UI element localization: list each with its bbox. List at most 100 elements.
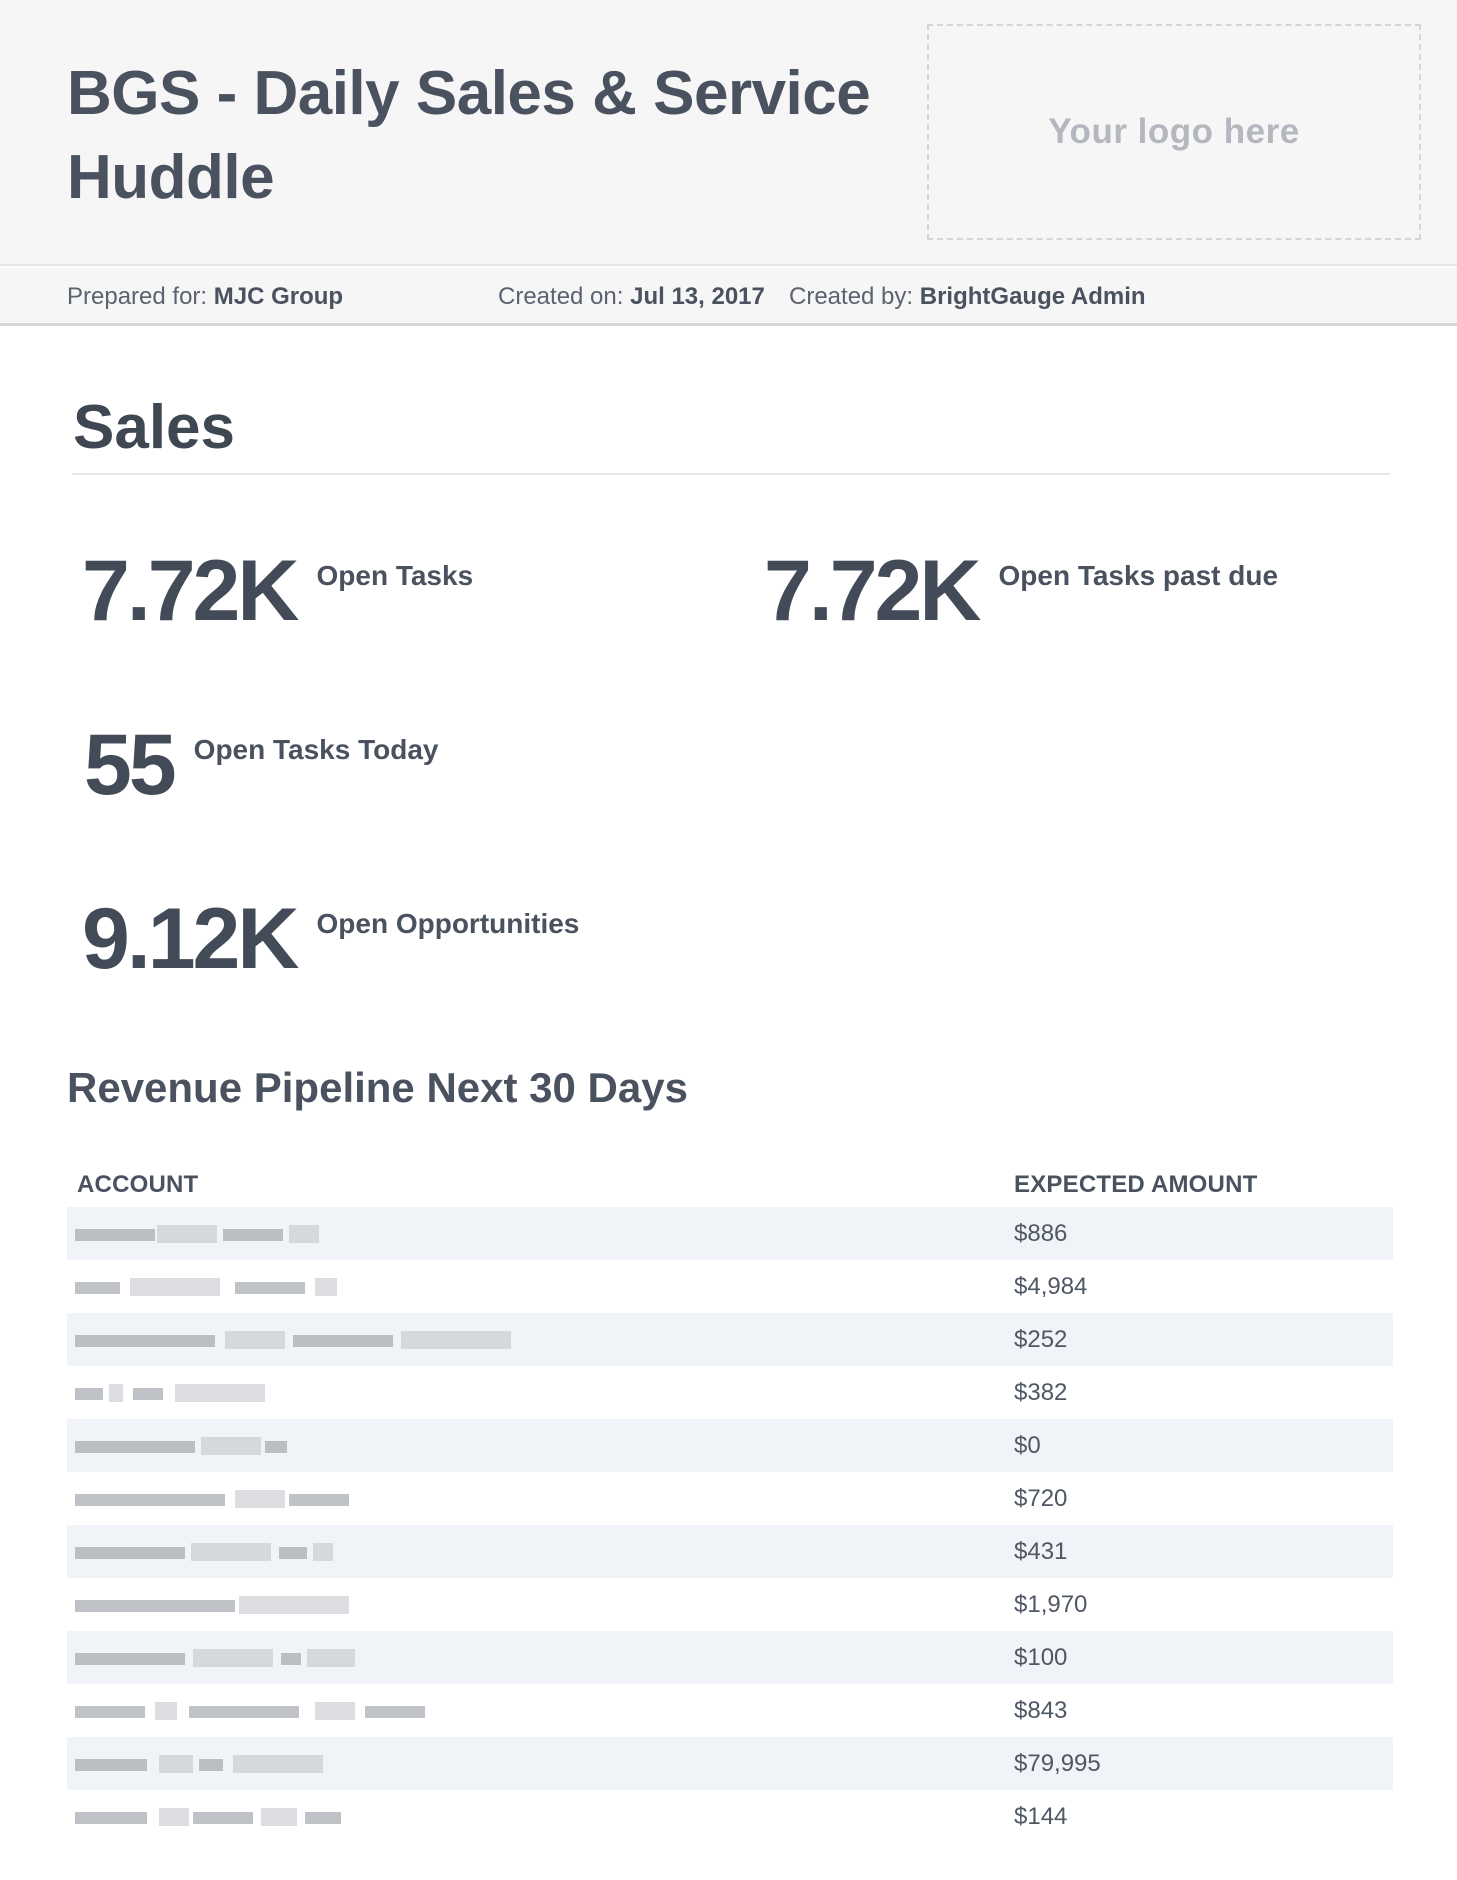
expected-amount-cell: $720 bbox=[1014, 1485, 1068, 1512]
metric-open-tasks: 7.72K Open Tasks bbox=[82, 548, 473, 634]
expected-amount-cell: $431 bbox=[1014, 1538, 1068, 1565]
account-cell-redacted bbox=[75, 1751, 635, 1777]
expected-amount-cell: $4,984 bbox=[1014, 1273, 1088, 1300]
account-cell-redacted bbox=[75, 1539, 635, 1565]
redaction-block bbox=[75, 1547, 185, 1559]
redaction-block bbox=[133, 1388, 163, 1400]
account-cell-redacted bbox=[75, 1433, 635, 1459]
report-title: BGS - Daily Sales & Service Huddle bbox=[67, 59, 871, 212]
section-divider bbox=[72, 473, 1390, 475]
metric-label: Open Tasks past due bbox=[998, 560, 1279, 591]
expected-amount-cell: $382 bbox=[1014, 1379, 1068, 1406]
table-row: $720 bbox=[67, 1472, 1393, 1525]
expected-amount-cell: $843 bbox=[1014, 1697, 1068, 1724]
expected-amount-cell: $1,970 bbox=[1014, 1591, 1088, 1618]
redaction-block bbox=[223, 1229, 283, 1241]
table-row: $79,995 bbox=[67, 1737, 1393, 1790]
account-cell-redacted bbox=[75, 1804, 635, 1830]
expected-amount-cell: $100 bbox=[1014, 1644, 1068, 1671]
redaction-block bbox=[75, 1812, 147, 1824]
redaction-block bbox=[235, 1490, 285, 1508]
metric-value: 9.12K bbox=[82, 891, 299, 987]
created-by-value: BrightGauge Admin bbox=[919, 283, 1146, 310]
redaction-block bbox=[75, 1441, 195, 1453]
account-cell-redacted bbox=[75, 1221, 635, 1247]
redaction-block bbox=[401, 1331, 511, 1349]
redaction-block bbox=[193, 1812, 253, 1824]
redaction-block bbox=[365, 1706, 425, 1718]
created-by: Created by: BrightGauge Admin bbox=[789, 282, 1146, 312]
expected-amount-cell: $252 bbox=[1014, 1326, 1068, 1353]
pipeline-table: ACCOUNT EXPECTED AMOUNT $886 $4,984 $252 $3… bbox=[67, 1163, 1393, 1843]
redaction-block bbox=[175, 1384, 265, 1402]
redaction-block bbox=[75, 1335, 215, 1347]
column-header-account[interactable]: ACCOUNT bbox=[77, 1171, 199, 1198]
account-cell-redacted bbox=[75, 1486, 635, 1512]
report-header: BGS - Daily Sales & Service Huddle Your … bbox=[0, 0, 1457, 266]
account-cell-redacted bbox=[75, 1698, 635, 1724]
redaction-block bbox=[305, 1812, 341, 1824]
redaction-block bbox=[261, 1808, 297, 1826]
account-cell-redacted bbox=[75, 1645, 635, 1671]
redaction-block bbox=[75, 1494, 225, 1506]
expected-amount-cell: $79,995 bbox=[1014, 1750, 1101, 1777]
section-title-sales: Sales bbox=[73, 393, 236, 462]
logo-placeholder-text: Your logo here bbox=[1048, 112, 1300, 151]
pipeline-table-title: Revenue Pipeline Next 30 Days bbox=[67, 1064, 688, 1111]
metric-label: Open Tasks bbox=[316, 560, 474, 591]
metric-label: Open Tasks Today bbox=[193, 734, 439, 765]
redaction-block bbox=[109, 1384, 123, 1402]
prepared-for-value: MJC Group bbox=[213, 283, 344, 310]
redaction-block bbox=[75, 1229, 155, 1241]
redaction-block bbox=[313, 1543, 333, 1561]
redaction-block bbox=[193, 1649, 273, 1667]
report-meta-bar: Prepared for: MJC Group Created on: Jul … bbox=[0, 268, 1457, 326]
table-row: $0 bbox=[67, 1419, 1393, 1472]
table-body: $886 $4,984 $252 $382 $0 $720 $431 $1,970 $100 $8… bbox=[67, 1207, 1393, 1843]
expected-amount-cell: $0 bbox=[1014, 1432, 1041, 1459]
redaction-block bbox=[75, 1282, 120, 1294]
redaction-block bbox=[289, 1225, 319, 1243]
table-row: $843 bbox=[67, 1684, 1393, 1737]
redaction-block bbox=[289, 1494, 349, 1506]
table-row: $252 bbox=[67, 1313, 1393, 1366]
created-on-label: Created on: bbox=[498, 283, 624, 310]
table-row: $4,984 bbox=[67, 1260, 1393, 1313]
redaction-block bbox=[279, 1547, 307, 1559]
metric-label: Open Opportunities bbox=[316, 908, 580, 939]
table-header: ACCOUNT EXPECTED AMOUNT bbox=[67, 1163, 1393, 1207]
redaction-block bbox=[201, 1437, 261, 1455]
redaction-block bbox=[75, 1388, 103, 1400]
prepared-for-label: Prepared for: bbox=[67, 283, 208, 310]
created-on-value: Jul 13, 2017 bbox=[630, 283, 765, 310]
redaction-block bbox=[75, 1759, 147, 1771]
metric-value: 55 bbox=[84, 717, 177, 813]
redaction-block bbox=[293, 1335, 393, 1347]
metric-open-tasks-past-due: 7.72K Open Tasks past due bbox=[764, 548, 1278, 634]
table-row: $431 bbox=[67, 1525, 1393, 1578]
redaction-block bbox=[159, 1808, 189, 1826]
expected-amount-cell: $886 bbox=[1014, 1220, 1068, 1247]
redaction-block bbox=[315, 1702, 355, 1720]
redaction-block bbox=[75, 1706, 145, 1718]
metric-value: 7.72K bbox=[82, 543, 299, 639]
created-by-label: Created by: bbox=[789, 283, 914, 310]
redaction-block bbox=[191, 1543, 271, 1561]
expected-amount-cell: $144 bbox=[1014, 1803, 1068, 1830]
column-header-expected-amount[interactable]: EXPECTED AMOUNT bbox=[1014, 1171, 1258, 1198]
metric-value: 7.72K bbox=[764, 543, 981, 639]
redaction-block bbox=[189, 1706, 299, 1718]
table-row: $382 bbox=[67, 1366, 1393, 1419]
redaction-block bbox=[307, 1649, 355, 1667]
logo-placeholder[interactable]: Your logo here bbox=[927, 24, 1421, 240]
account-cell-redacted bbox=[75, 1380, 635, 1406]
redaction-block bbox=[239, 1596, 349, 1614]
redaction-block bbox=[75, 1653, 185, 1665]
metric-open-tasks-today: 55 Open Tasks Today bbox=[84, 722, 438, 808]
table-row: $100 bbox=[67, 1631, 1393, 1684]
redaction-block bbox=[235, 1282, 305, 1294]
redaction-block bbox=[225, 1331, 285, 1349]
redaction-block bbox=[155, 1702, 177, 1720]
redaction-block bbox=[315, 1278, 337, 1296]
table-row: $144 bbox=[67, 1790, 1393, 1843]
